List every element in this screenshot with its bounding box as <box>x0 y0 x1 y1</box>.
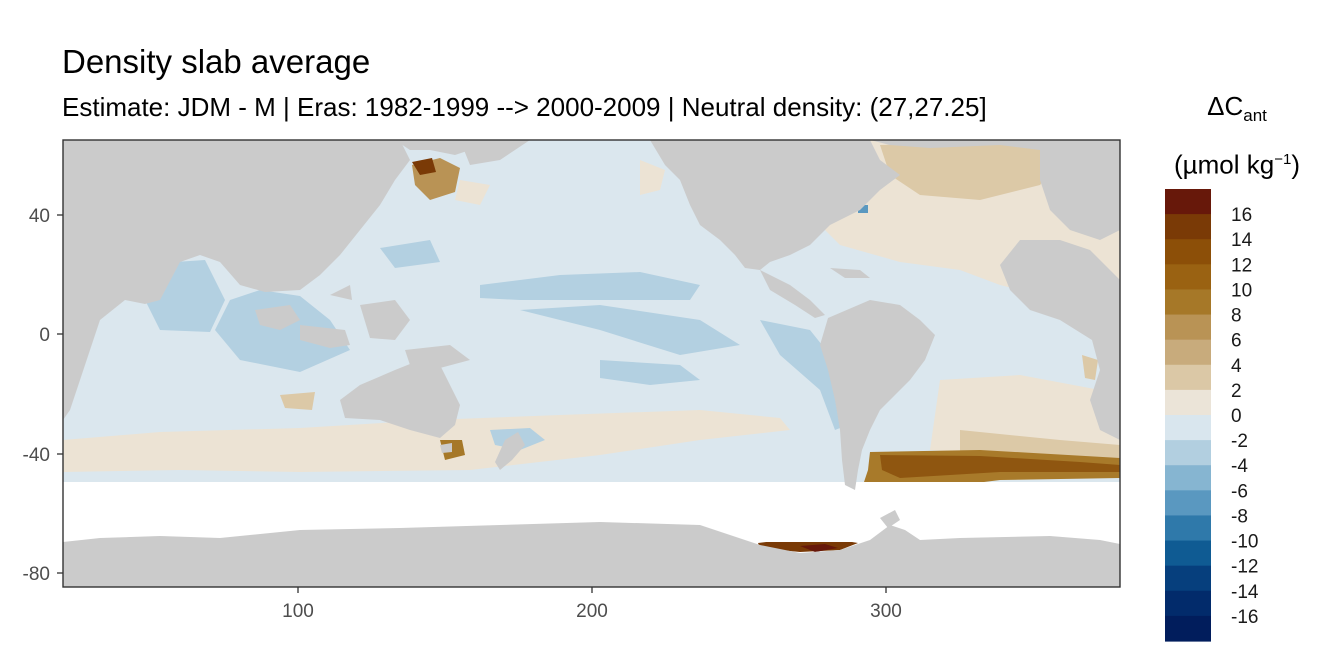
legend-break-label: -6 <box>1231 481 1248 502</box>
legend-break-label: 4 <box>1231 356 1242 377</box>
legend-break-label: 16 <box>1231 205 1252 226</box>
legend-title: ΔCant (µmol kg−1) <box>1152 84 1322 187</box>
legend-swatch <box>1165 189 1211 215</box>
x-axis: 100 200 300 <box>282 587 902 622</box>
legend-swatch <box>1165 264 1211 291</box>
legend-break-label: -12 <box>1231 557 1258 578</box>
legend-break-label: 14 <box>1231 230 1253 251</box>
map-panel <box>62 139 1121 588</box>
x-tick-label: 100 <box>282 601 314 622</box>
legend-break-label: -10 <box>1231 532 1258 553</box>
legend-swatch <box>1165 440 1211 466</box>
legend-swatch <box>1165 615 1211 642</box>
y-tick-label: -40 <box>23 445 50 466</box>
legend-break-label: 8 <box>1231 306 1242 327</box>
legend-swatch <box>1165 214 1211 240</box>
chart-subtitle: Estimate: JDM - M | Eras: 1982-1999 --> … <box>62 92 987 122</box>
legend-swatch <box>1165 289 1211 316</box>
legend-swatch <box>1165 364 1211 391</box>
legend-swatch <box>1165 465 1211 491</box>
legend-break-label: -4 <box>1231 456 1248 477</box>
legend-break-label: 12 <box>1231 255 1252 276</box>
land <box>63 140 1120 587</box>
legend-break-label: 2 <box>1231 381 1242 402</box>
y-tick-label: 40 <box>29 206 50 227</box>
y-axis: 40 0 -40 -80 <box>23 206 63 585</box>
legend-break-label: -2 <box>1231 431 1248 452</box>
legend-swatch <box>1165 515 1211 542</box>
legend-swatch <box>1165 314 1211 341</box>
legend-title-symbol: ΔCant <box>1207 91 1267 126</box>
y-tick-label: 0 <box>39 325 50 346</box>
legend-break-label: 6 <box>1231 331 1242 352</box>
legend-swatch <box>1165 415 1211 441</box>
legend-swatch <box>1165 540 1211 567</box>
legend-swatch <box>1165 590 1211 617</box>
legend-break-label: -14 <box>1231 582 1259 603</box>
field-positive-medium <box>280 142 1120 458</box>
legend-swatch <box>1165 239 1211 265</box>
y-tick-label: -80 <box>23 564 50 585</box>
color-legend: 16 14 12 10 8 6 4 2 0 -2 -4 -6 -8 -10 -12 -14 -16 <box>1165 189 1259 642</box>
legend-break-label: 0 <box>1231 406 1242 427</box>
legend-swatch <box>1165 389 1211 416</box>
legend-title-unit: (µmol kg−1) <box>1174 149 1300 180</box>
legend-break-label: -8 <box>1231 506 1248 527</box>
legend-break-label: 10 <box>1231 280 1252 301</box>
field-negative <box>145 240 860 450</box>
x-tick-label: 200 <box>576 601 608 622</box>
legend-swatch <box>1165 565 1211 592</box>
chart-title: Density slab average <box>62 43 371 80</box>
x-tick-label: 300 <box>870 601 902 622</box>
legend-swatch <box>1165 339 1211 366</box>
legend-swatch <box>1165 490 1211 517</box>
legend-break-label: -16 <box>1231 607 1258 628</box>
